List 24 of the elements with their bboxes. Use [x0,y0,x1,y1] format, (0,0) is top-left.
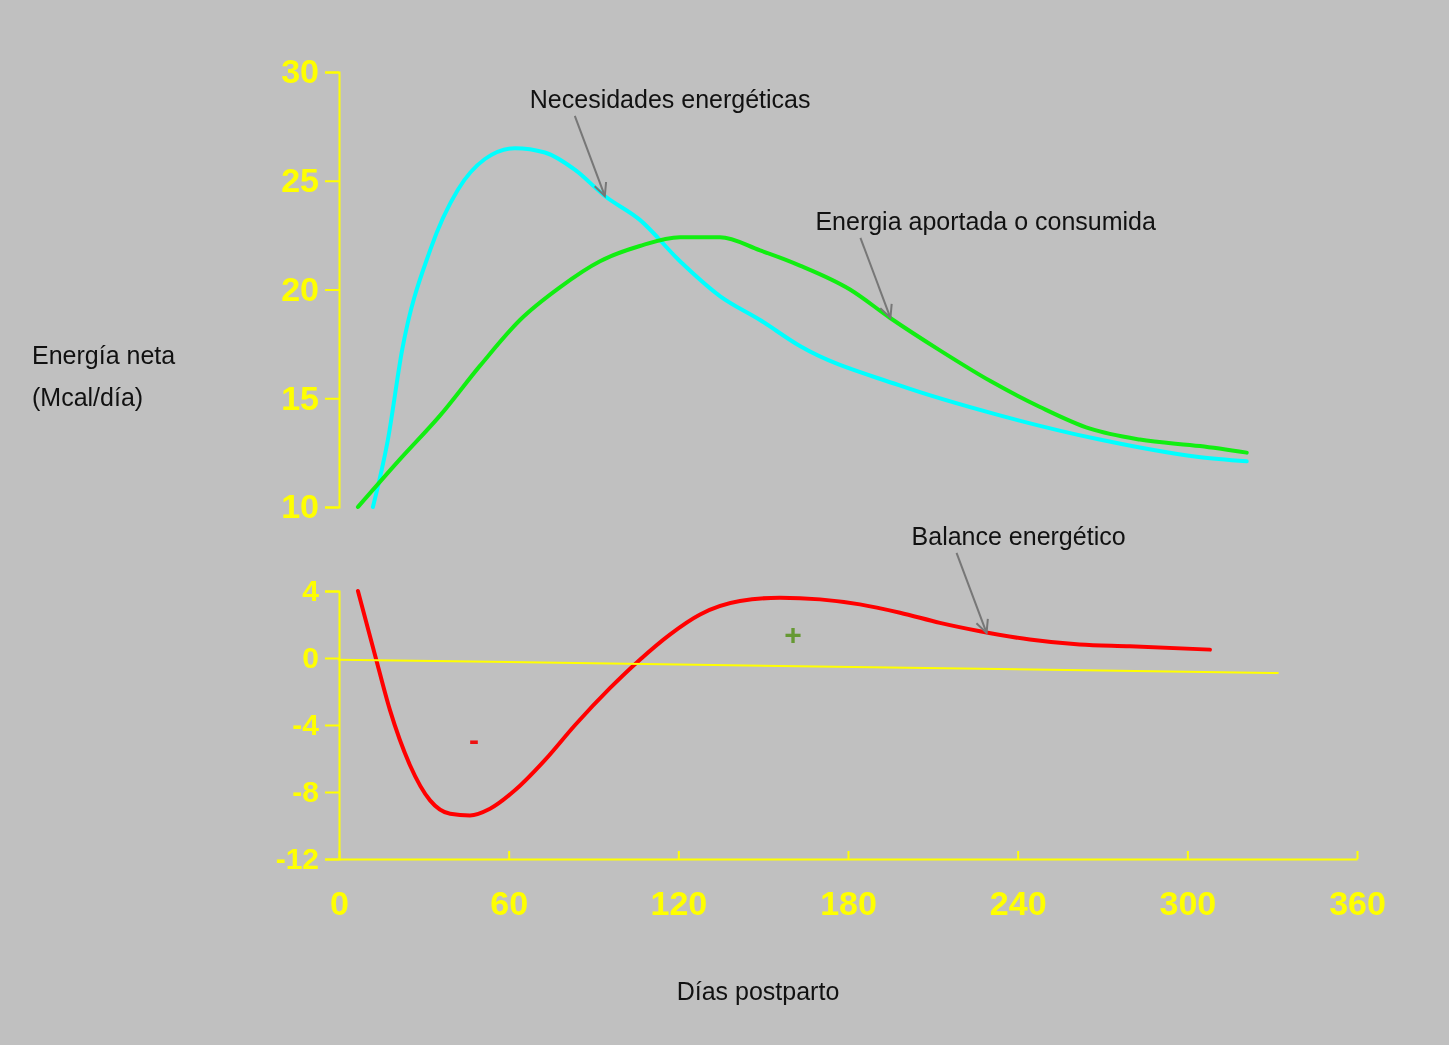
y-tick-label: 4 [302,574,320,608]
y-tick-label: -8 [292,775,319,809]
annotation: Necesidades energéticas [529,84,811,113]
x-tick-label: 300 [1159,884,1217,923]
y-axis-title: Energía neta (Mcal/día) [32,341,176,411]
y-tick-label: 15 [281,378,319,417]
y-tick-label: -12 [275,842,319,876]
x-tick-label: 0 [330,884,349,923]
y-tick-label: 0 [302,641,319,675]
x-tick-label: 60 [490,884,529,923]
y-tick-label: 25 [281,161,319,200]
x-tick-label: 180 [820,884,877,923]
x-tick-label: 120 [650,884,708,923]
y-tick-label: -4 [292,708,320,742]
annotation: - [469,722,479,756]
y-tick-label: 10 [281,487,319,526]
y-tick-label: 20 [281,269,319,308]
x-tick-label: 360 [1329,884,1386,923]
x-axis-title: Días postparto [676,977,840,1005]
annotation: + [784,617,802,651]
y-tick-label: 30 [281,52,319,91]
annotation: Energia aportada o consumida [815,206,1157,235]
x-tick-label: 240 [989,884,1047,923]
annotation: Balance energético [911,521,1126,550]
